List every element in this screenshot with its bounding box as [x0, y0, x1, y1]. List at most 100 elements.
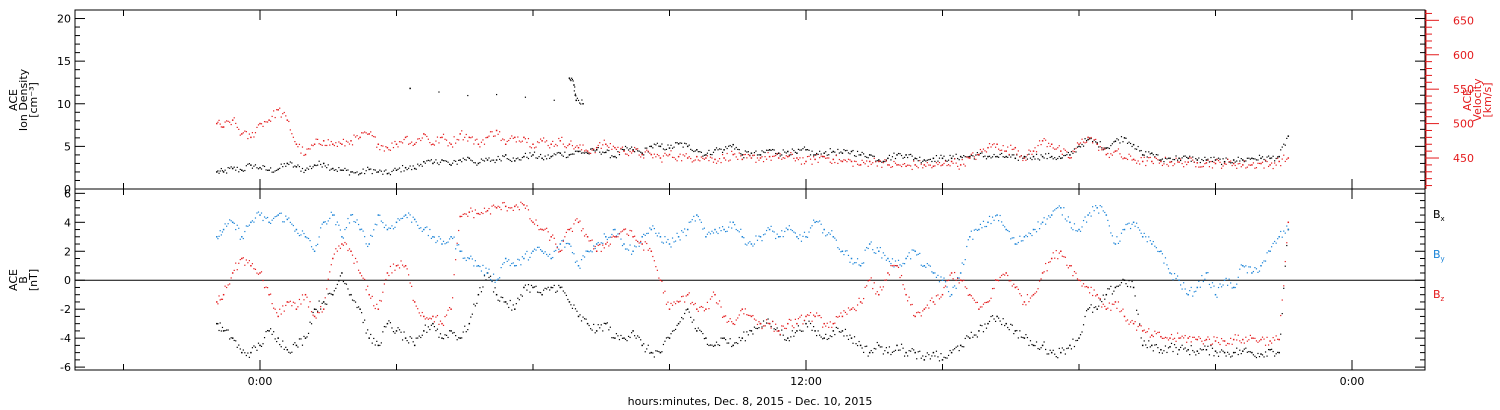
data-point: [643, 157, 645, 159]
data-point: [1199, 161, 1201, 164]
data-point: [1163, 160, 1165, 163]
data-point: [231, 167, 234, 170]
data-point: [1261, 161, 1264, 163]
data-point: [330, 168, 332, 170]
data-point: [817, 221, 819, 223]
data-point: [406, 340, 408, 342]
data-point: [856, 258, 859, 260]
data-point: [574, 94, 576, 96]
data-point: [800, 314, 803, 316]
data-point: [1020, 336, 1022, 338]
data-point: [271, 219, 273, 221]
data-point: [1280, 149, 1282, 151]
data-point: [426, 331, 428, 333]
data-point: [303, 154, 305, 157]
data-point: [632, 150, 634, 152]
data-point: [502, 138, 504, 140]
data-point: [370, 168, 372, 170]
data-point: [1117, 242, 1120, 245]
data-point: [902, 163, 904, 166]
data-point: [423, 315, 425, 318]
data-point: [553, 250, 555, 252]
data-point: [615, 148, 618, 151]
data-point: [583, 235, 586, 237]
data-point: [350, 171, 352, 173]
data-point: [891, 265, 894, 267]
data-point: [867, 157, 869, 159]
data-point: [1149, 346, 1151, 348]
data-point: [288, 351, 290, 353]
data-point: [476, 212, 478, 215]
data-point: [304, 337, 307, 339]
data-point: [1085, 140, 1088, 142]
data-point: [1029, 297, 1032, 299]
data-point: [276, 169, 278, 171]
data-point: [1075, 147, 1077, 150]
data-point: [797, 325, 800, 327]
data-point: [470, 255, 472, 257]
data-point: [1119, 142, 1121, 144]
data-point: [1028, 153, 1030, 155]
data-point: [1190, 157, 1192, 159]
data-point: [1070, 227, 1073, 229]
data-point: [861, 347, 863, 349]
data-point: [970, 331, 972, 333]
data-point: [1277, 157, 1279, 159]
data-point: [421, 165, 423, 167]
data-point: [549, 157, 551, 159]
data-point: [841, 152, 844, 154]
data-point: [377, 143, 380, 145]
data-point: [320, 227, 322, 229]
data-point: [476, 302, 478, 304]
data-point: [231, 221, 234, 224]
data-point: [1251, 157, 1253, 160]
data-point: [684, 228, 686, 230]
data-point: [427, 159, 429, 161]
data-point: [721, 153, 724, 156]
data-point: [348, 143, 351, 145]
data-point: [697, 151, 699, 153]
data-point: [1048, 353, 1050, 355]
data-point: [485, 137, 487, 139]
right-y-tick-label: 450: [1453, 152, 1474, 165]
data-point: [784, 151, 786, 153]
data-point: [837, 162, 839, 165]
data-point: [887, 272, 889, 274]
data-point: [567, 156, 569, 158]
data-point: [721, 337, 724, 339]
data-point: [583, 152, 586, 154]
data-point: [447, 161, 449, 163]
data-point: [480, 211, 483, 214]
data-point: [1210, 286, 1212, 289]
data-point: [1041, 272, 1044, 274]
data-point: [866, 156, 868, 158]
data-point: [473, 303, 475, 305]
data-point: [595, 330, 598, 332]
data-point: [788, 155, 790, 157]
data-point: [385, 326, 387, 328]
data-point: [555, 143, 557, 146]
data-point: [265, 217, 267, 219]
data-point: [403, 138, 405, 141]
data-point: [1267, 348, 1270, 351]
data-point: [461, 337, 463, 339]
data-point: [794, 151, 796, 153]
data-point: [1113, 151, 1115, 153]
data-point: [702, 228, 704, 230]
data-point: [606, 149, 608, 151]
data-point: [244, 130, 246, 132]
data-point: [499, 300, 501, 302]
data-point: [1181, 344, 1183, 346]
data-point: [356, 306, 358, 309]
data-point: [776, 327, 778, 329]
data-point: [1140, 156, 1142, 159]
data-point: [413, 143, 416, 145]
data-point: [744, 243, 746, 245]
data-point: [721, 226, 724, 228]
data-point: [612, 229, 614, 231]
data-point: [524, 207, 527, 209]
data-point: [364, 278, 366, 281]
data-point: [920, 264, 922, 266]
data-point: [248, 356, 250, 358]
data-point: [603, 322, 605, 324]
